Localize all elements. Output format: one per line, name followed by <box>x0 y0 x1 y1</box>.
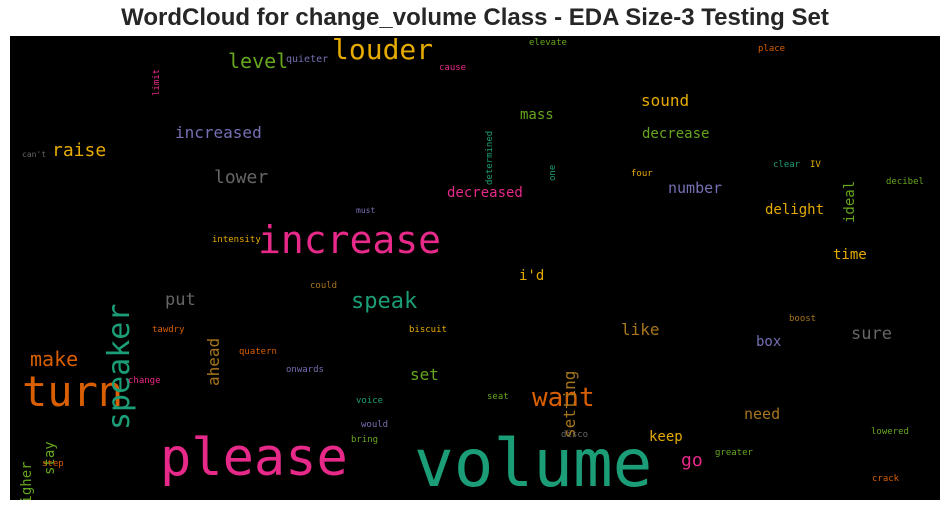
word-keep: keep <box>649 429 683 445</box>
word-stay: stay <box>42 441 58 475</box>
word-could: could <box>310 281 338 291</box>
word-lowered: lowered <box>871 427 909 437</box>
word-would: would <box>361 420 389 430</box>
word-crack: crack <box>872 474 900 484</box>
word-disco: disco <box>561 430 589 440</box>
word-box: box <box>756 334 782 350</box>
word-speaker: speaker <box>102 303 137 431</box>
chart-title: WordCloud for change_volume Class - EDA … <box>121 4 829 31</box>
word-louder: louder <box>332 36 434 66</box>
word-ideal: ideal <box>842 181 858 224</box>
word-change: change <box>128 376 161 386</box>
word-quatern: quatern <box>239 347 277 357</box>
word-please: please <box>160 428 348 488</box>
word-tawdry: tawdry <box>152 325 185 335</box>
word-voice: voice <box>356 396 384 406</box>
word-step: step <box>42 459 64 469</box>
word-sound: sound <box>641 91 690 110</box>
word-decrease: decrease <box>642 126 710 142</box>
word-raise: raise <box>52 140 107 161</box>
word-cause: cause <box>439 63 467 73</box>
word-lower: lower <box>214 167 269 188</box>
word-increased: increased <box>175 123 262 142</box>
word-intensity: intensity <box>212 235 261 245</box>
word-elevate: elevate <box>529 38 567 48</box>
word-must: must <box>356 206 376 215</box>
word-onwards: onwards <box>286 365 324 375</box>
word-need: need <box>744 405 781 423</box>
word-level: level <box>228 49 289 73</box>
word-biscuit: biscuit <box>409 325 447 335</box>
word-set: set <box>410 365 439 384</box>
word-greater: greater <box>715 448 753 458</box>
word-determined: determined <box>485 130 495 185</box>
word-i-d: i'd <box>519 268 545 284</box>
word-turn: turn <box>22 367 124 416</box>
word-place: place <box>758 44 786 54</box>
word-want: want <box>532 383 595 413</box>
word-speak: speak <box>351 289 418 314</box>
word-decibel: decibel <box>886 177 924 187</box>
word-setting: setting <box>560 371 579 439</box>
word-bring: bring <box>351 435 379 445</box>
word-number: number <box>668 179 723 197</box>
word-four: four <box>631 169 653 179</box>
word-decreased: decreased <box>447 185 523 201</box>
word-limit: limit <box>152 68 162 96</box>
word-boost: boost <box>789 314 817 324</box>
word-go: go <box>681 450 703 471</box>
word-delight: delight <box>765 202 825 218</box>
word-sure: sure <box>851 324 892 344</box>
word-ahead: ahead <box>204 337 223 386</box>
word-one: one <box>548 164 558 181</box>
word-iv: IV <box>810 160 821 170</box>
word-make: make <box>30 347 79 371</box>
word-higher: higher <box>19 461 35 501</box>
word-volume: volume <box>414 425 653 500</box>
word-quieter: quieter <box>286 54 329 65</box>
word-time: time <box>833 247 867 263</box>
word-like: like <box>621 320 660 339</box>
word-mass: mass <box>520 107 554 123</box>
wordcloud-canvas: volume please increase turn speaker louder wan… <box>10 36 940 500</box>
word-put: put <box>165 290 196 310</box>
word-can-t: can't <box>22 150 47 159</box>
word-seat: seat <box>487 392 509 402</box>
word-clear: clear <box>773 160 801 170</box>
word-increase: increase <box>258 218 442 262</box>
